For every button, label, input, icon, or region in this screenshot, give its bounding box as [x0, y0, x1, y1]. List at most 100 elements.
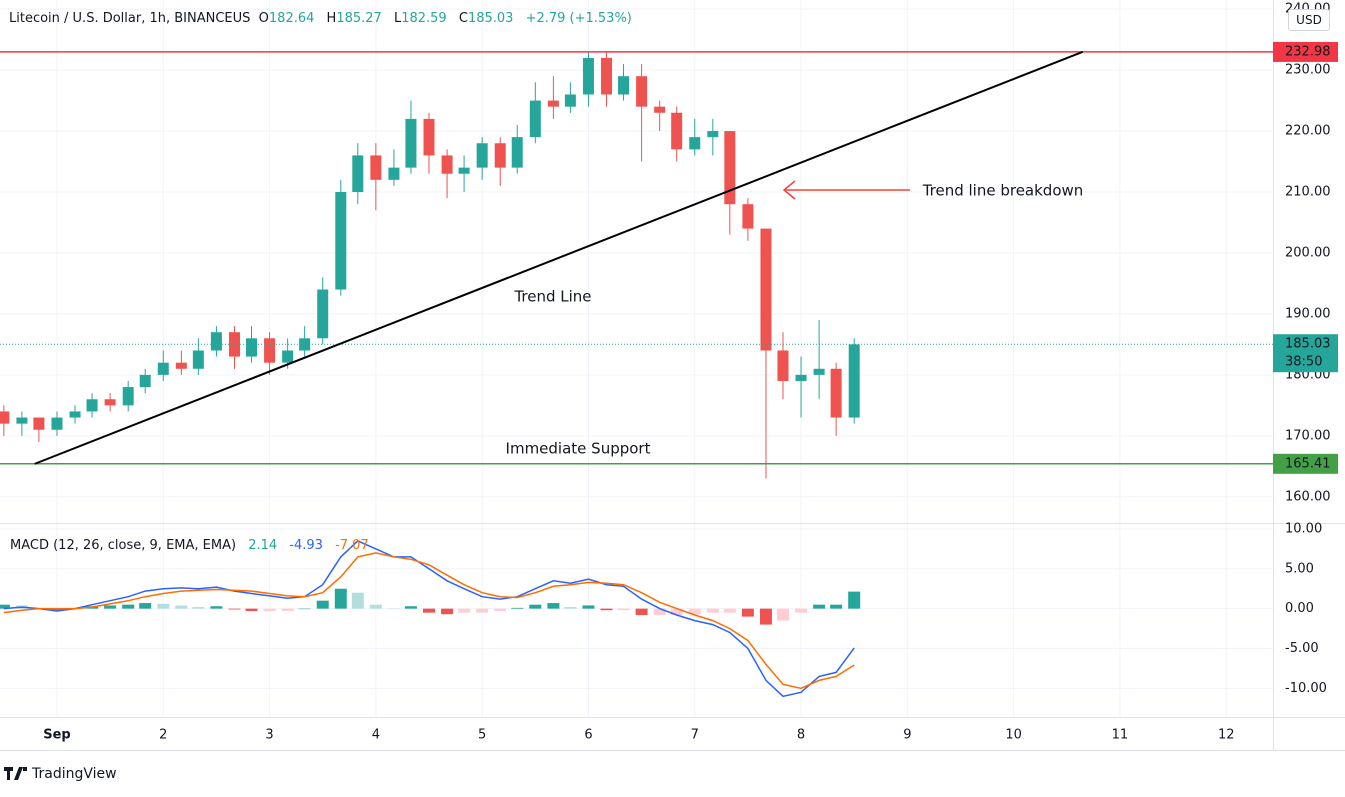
- y-tick-label: 210.00: [1285, 185, 1331, 200]
- last-price-bg: [1273, 334, 1338, 373]
- histogram-bar: [617, 608, 630, 611]
- histogram-bar: [776, 608, 789, 621]
- x-tick-label: 8: [797, 728, 805, 743]
- candle-body: [33, 417, 45, 430]
- candle-body: [795, 374, 807, 381]
- histogram-bar: [175, 605, 188, 609]
- histogram-bar: [210, 606, 223, 609]
- ohlc-label: O: [258, 11, 269, 26]
- candle-body: [175, 362, 187, 369]
- annotation: Trend line breakdown: [922, 182, 1084, 200]
- candle-body: [423, 118, 435, 156]
- ohlc-label: H: [326, 11, 337, 26]
- candle-body: [830, 368, 842, 418]
- histogram-bar: [635, 608, 648, 616]
- candle-body: [848, 344, 860, 418]
- logo: [4, 767, 27, 780]
- macd-line: [3, 540, 855, 698]
- candle-body: [601, 57, 613, 95]
- countdown-label: 38:50: [1285, 355, 1322, 370]
- candle-body: [139, 374, 151, 388]
- level-label-bg: [1273, 41, 1338, 62]
- candle-body: [742, 204, 754, 229]
- candle-body: [69, 411, 81, 418]
- y-tick-label: -10.00: [1285, 681, 1327, 696]
- histogram-bar: [848, 591, 861, 609]
- histogram-bar: [795, 608, 808, 613]
- currency-button[interactable]: USD: [1288, 9, 1330, 31]
- candle-body: [760, 228, 772, 351]
- y-tick-label: 5.00: [1285, 561, 1314, 576]
- histogram-bar: [316, 600, 329, 609]
- y-tick-label: 200.00: [1285, 245, 1331, 260]
- candle-body: [299, 338, 311, 351]
- x-tick-label: 7: [691, 728, 699, 743]
- candle-body: [335, 192, 347, 290]
- histogram-bar: [192, 607, 205, 609]
- candle-body: [476, 143, 488, 168]
- x-tick-label: 10: [1005, 728, 1022, 743]
- x-tick-label: Sep: [43, 728, 71, 743]
- y-tick-label: -5.00: [1285, 641, 1319, 656]
- candle-body: [511, 137, 523, 168]
- histogram-bar: [369, 604, 382, 609]
- macd-line: [3, 552, 855, 690]
- histogram-bar: [458, 608, 471, 613]
- histogram-bar: [688, 608, 701, 615]
- candle-body: [813, 368, 825, 375]
- histogram-bar: [670, 608, 683, 616]
- macd-value: -7.07: [335, 538, 369, 553]
- histogram-bar: [263, 608, 276, 612]
- y-tick-label: 170.00: [1285, 428, 1331, 443]
- candle-body: [618, 76, 630, 95]
- candle-body: [458, 167, 470, 174]
- histogram-bar: [741, 608, 754, 617]
- symbol: Litecoin / U.S. Dollar, 1h, BINANCEUS: [9, 11, 251, 26]
- y-tick-label: 220.00: [1285, 124, 1331, 139]
- histogram-bar: [50, 608, 63, 612]
- y-tick-label: 160.00: [1285, 489, 1331, 504]
- candle-body: [724, 131, 736, 205]
- histogram-bar: [582, 605, 595, 609]
- histogram-bar: [441, 608, 454, 615]
- histogram-bar: [139, 603, 152, 609]
- histogram-bar: [228, 608, 241, 610]
- x-tick-label: 12: [1218, 728, 1235, 743]
- histogram-bar: [476, 608, 489, 613]
- x-tick-label: 5: [478, 728, 486, 743]
- candle-body: [282, 350, 294, 363]
- ohlc-value: 185.27: [336, 11, 382, 26]
- level-label: 232.98: [1285, 44, 1331, 59]
- grid: [0, 0, 1273, 717]
- candle-body: [494, 143, 506, 168]
- histogram-bar: [830, 604, 843, 609]
- annotation: Immediate Support: [506, 440, 651, 458]
- histogram-bar: [351, 592, 364, 609]
- candle-body: [547, 100, 559, 107]
- footer: TradingView: [4, 766, 117, 782]
- candle-body: [441, 155, 453, 174]
- histogram-bar: [547, 603, 560, 609]
- histogram-bar: [104, 605, 117, 609]
- histogram-bar: [529, 604, 542, 609]
- ohlc-value: 182.64: [268, 11, 315, 26]
- x-tick-label: 9: [903, 728, 911, 743]
- candle-body: [564, 94, 576, 107]
- candle-body: [405, 118, 417, 168]
- annotation-arrowhead: [782, 180, 796, 200]
- candle-body: [582, 57, 594, 95]
- y-tick-label: 10.00: [1285, 521, 1322, 536]
- level-label: 165.41: [1285, 456, 1331, 471]
- candle-body: [654, 106, 666, 113]
- ohlc-value: 185.03: [467, 11, 514, 26]
- histogram-bar: [245, 608, 258, 612]
- candle-body: [636, 76, 648, 107]
- histogram-bar: [0, 604, 10, 609]
- candle-body: [210, 332, 222, 351]
- histogram-bar: [600, 608, 613, 611]
- x-tick-label: 2: [159, 728, 167, 743]
- histogram-bar: [759, 608, 772, 625]
- histogram-bar: [706, 608, 719, 613]
